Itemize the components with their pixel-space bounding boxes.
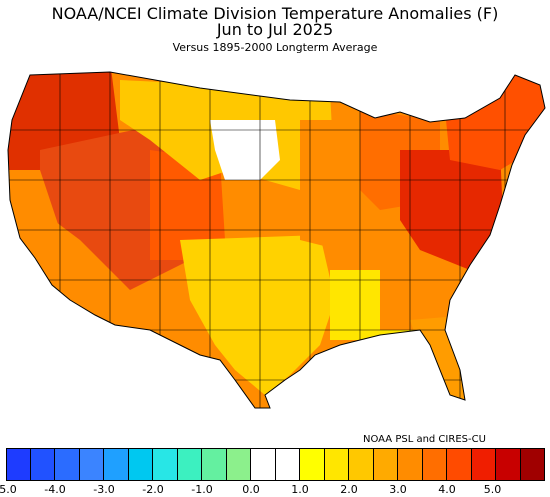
legend-swatch [251,448,276,481]
legend-tick-label: -3.0 [93,483,115,496]
legend-tick-label: 2.0 [340,483,358,496]
legend-swatch [300,448,325,481]
legend-swatch [202,448,227,481]
legend-tick-label: 0.0 [242,483,260,496]
legend-swatch [79,448,104,481]
legend-tick-label: -2.0 [142,483,164,496]
legend-tick-label: -5.0 [0,483,17,496]
legend-swatch [398,448,423,481]
region-central-plains-neutral [210,120,280,180]
legend-swatch [104,448,129,481]
region-florida [410,315,470,408]
color-scale-legend [0,448,550,497]
legend-swatch [349,448,374,481]
map-subtitle: Versus 1895-2000 Longterm Average [172,41,378,54]
legend-swatch [177,448,202,481]
legend-swatch [6,448,31,481]
map-period: Jun to Jul 2025 [216,20,334,39]
legend-tick-label: 4.0 [438,483,456,496]
legend-swatch [226,448,251,481]
legend-tick-label: -1.0 [191,483,213,496]
legend-swatch [275,448,300,481]
legend-tick-label: 3.0 [389,483,407,496]
us-climate-division-map [7,71,546,409]
legend-swatch [520,448,545,481]
region-california-coast [8,170,110,330]
legend-swatch [496,448,521,481]
legend-tick-label: 1.0 [291,483,309,496]
legend-swatch [153,448,178,481]
legend-swatch [422,448,447,481]
legend-swatch [128,448,153,481]
legend-swatch [324,448,349,481]
legend-swatch [447,448,472,481]
legend-swatch [30,448,55,481]
legend-swatch [55,448,80,481]
legend-tick-label: -4.0 [44,483,66,496]
credit-label: NOAA PSL and CIRES-CU [363,434,486,445]
legend-swatch [471,448,496,481]
legend-tick-label: 5.0 [483,483,502,496]
region-northeast [440,72,545,170]
legend-swatch [373,448,398,481]
region-texas [180,235,335,395]
map-title: NOAA/NCEI Climate Division Temperature A… [51,4,499,23]
